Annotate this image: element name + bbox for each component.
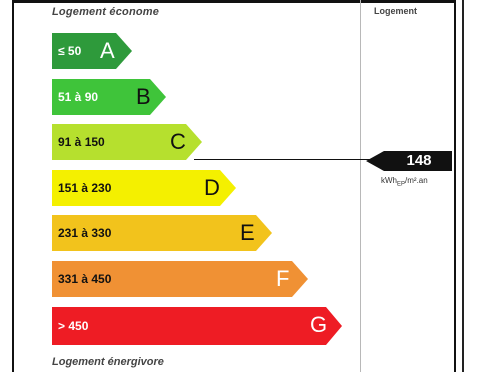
energy-bar-letter: D [204,175,220,200]
energy-bar-f: 331 à 450 F [52,261,310,297]
energy-bar-range: ≤ 50 [58,44,82,58]
column-divider [360,0,361,372]
right-border-line [462,0,464,372]
energy-bar-range: 151 à 230 [58,181,112,195]
unit-tail: /m².an [405,176,428,185]
energy-bar-range: > 450 [58,319,89,333]
energy-bar-g: > 450 G [52,307,344,345]
indicator-value: 148 [406,152,432,169]
energy-bar-range: 51 à 90 [58,90,99,104]
energy-bar-c: 91 à 150 C [52,124,204,160]
energy-bar-range: 331 à 450 [58,272,112,286]
energy-bar-e: 231 à 330 E [52,215,274,251]
energy-bar-letter: F [276,266,290,291]
unit-main: kWh [381,176,397,185]
energy-bar-d: 151 à 230 D [52,170,238,206]
energy-bar-range: 231 à 330 [58,226,112,240]
energy-bar-letter: A [100,38,115,63]
energy-label-frame [12,0,456,372]
indicator-unit: kWhEP/m².an [381,176,428,188]
energy-bar-range: 91 à 150 [58,135,105,149]
energy-indicator: 148 [366,151,452,171]
energy-bar-letter: E [240,220,255,245]
energy-bar-b: 51 à 90 B [52,79,168,115]
energy-bar-letter: C [170,129,186,154]
indicator-pointer-line [194,159,376,160]
bottom-label: Logement énergivore [52,356,164,368]
energy-bar-a: ≤ 50 A [52,33,134,69]
unit-sub: EP [397,181,406,188]
column-header: Logement [374,6,418,16]
top-label: Logement économe [52,6,160,18]
energy-bar-letter: B [136,84,151,109]
energy-bar-letter: G [310,312,328,337]
